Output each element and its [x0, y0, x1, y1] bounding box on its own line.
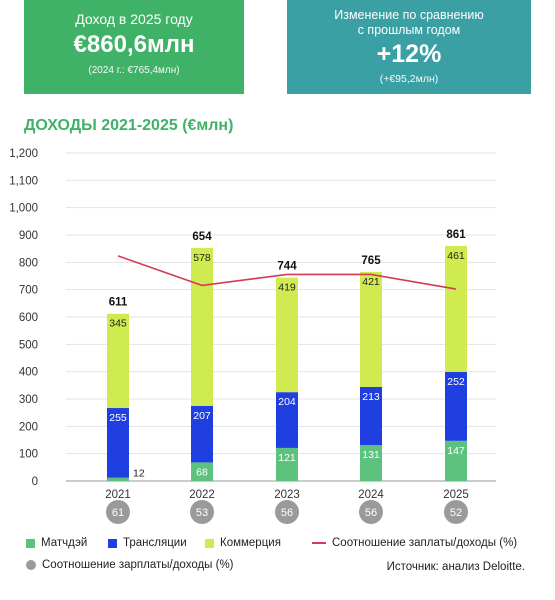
revenue-card-value: €860,6млн — [73, 31, 195, 58]
y-tick-label: 300 — [19, 394, 38, 406]
x-tick-label: 2021 — [105, 489, 131, 501]
y-tick-label: 400 — [19, 367, 38, 379]
y-tick-label: 600 — [19, 312, 38, 324]
bar-value-label: 147 — [447, 445, 465, 457]
ratio-circle-label: 53 — [196, 507, 208, 519]
change-card-value: +12% — [376, 40, 442, 68]
revenue-2025-card: Доход в 2025 году €860,6млн (2024 г.: €7… — [24, 0, 244, 94]
ratio-circle-label: 56 — [365, 507, 377, 519]
bar-matchday — [107, 477, 129, 481]
revenue-chart: 0 100 200 300 400 500 600 700 800 900 1,000 1,100 1,… — [9, 148, 496, 524]
bar-value-label: 461 — [447, 250, 465, 262]
bar-commercial — [360, 271, 382, 387]
bar-commercial — [191, 247, 213, 406]
y-tick-label: 200 — [19, 421, 38, 433]
bar-value-label: 252 — [447, 376, 465, 388]
bar-matchday — [276, 447, 298, 481]
y-tick-label: 900 — [19, 230, 38, 242]
bar-total-label: 765 — [361, 255, 381, 267]
x-tick-label: 2023 — [274, 489, 300, 501]
y-tick-label: 700 — [19, 285, 38, 297]
x-tick-label: 2025 — [443, 489, 469, 501]
y-tick-label: 0 — [32, 476, 38, 488]
bar-value-label: 207 — [193, 410, 211, 422]
legend-broadcast: Трансляции — [108, 537, 187, 549]
change-card-title-line2: с прошлым годом — [357, 23, 461, 37]
bar-broadcast — [445, 371, 467, 441]
y-tick-label: 1,200 — [9, 148, 38, 160]
legend-swatch-broadcast — [108, 538, 117, 548]
bar-commercial — [445, 245, 467, 372]
x-tick-label: 2022 — [189, 489, 215, 501]
bar-matchday — [445, 440, 467, 481]
bar-total-label: 611 — [109, 297, 128, 309]
ratio-line — [117, 255, 457, 290]
bar-broadcast — [191, 405, 213, 463]
bar-value-label: 255 — [109, 412, 127, 424]
change-card: Изменение по сравнению с прошлым годом +… — [287, 0, 531, 94]
legend-swatch-commercial — [205, 538, 214, 548]
bar-broadcast — [276, 392, 298, 448]
legend-label-commercial: Коммерция — [220, 537, 281, 549]
change-card-note: (+€95,2млн) — [379, 73, 439, 85]
ratio-circle-label: 61 — [112, 507, 124, 519]
bar-value-label: 12 — [133, 468, 145, 480]
bar-value-label: 419 — [278, 282, 296, 294]
bar-commercial — [276, 277, 298, 393]
x-tick-label: 2024 — [358, 489, 384, 501]
legend-ratio-dot: Соотношение зарплаты/доходы (%) — [26, 559, 234, 571]
revenue-card-note: (2024 г.: €765,4млн) — [88, 65, 180, 76]
chart-title: ДОХОДЫ 2021-2025 (€млн) — [24, 117, 234, 134]
legend-ratio-line: Соотношение заплаты/доходы (%) — [312, 537, 517, 549]
ratio-circle — [190, 500, 214, 524]
legend-line-ratio — [312, 542, 326, 544]
change-card-title-line1: Изменение по сравнению — [334, 8, 484, 22]
bar-value-label: 421 — [362, 276, 380, 288]
bar-broadcast — [107, 408, 129, 478]
y-tick-label: 800 — [19, 257, 38, 269]
legend-label-broadcast: Трансляции — [123, 537, 187, 549]
bar-matchday — [191, 462, 213, 481]
y-tick-label: 1,100 — [9, 175, 38, 187]
y-tick-label: 1,000 — [9, 203, 38, 215]
y-tick-label: 100 — [19, 449, 38, 461]
bar-value-label: 578 — [193, 252, 211, 264]
legend-label-ratio-dot: Соотношение зарплаты/доходы (%) — [42, 559, 234, 571]
revenue-card-title: Доход в 2025 году — [75, 11, 193, 27]
bar-value-label: 131 — [362, 449, 380, 461]
legend-label-ratio-line: Соотношение заплаты/доходы (%) — [332, 537, 518, 549]
bar-broadcast — [360, 386, 382, 446]
bar-value-label: 121 — [278, 452, 296, 464]
y-tick-label: 500 — [19, 339, 38, 351]
legend-matchday: Матчдэй — [26, 537, 87, 549]
ratio-circle-label: 52 — [450, 507, 462, 519]
change-card-title: Изменение по сравнению с прошлым годом — [287, 8, 531, 38]
legend-label-matchday: Матчдэй — [41, 537, 88, 549]
source-note: Источник: анализ Deloitte. — [386, 561, 525, 573]
ratio-circle-label: 56 — [281, 507, 293, 519]
bar-total-label: 744 — [277, 261, 297, 273]
bar-value-label: 68 — [196, 466, 208, 478]
ratio-circle — [275, 500, 299, 524]
legend-dot-ratio — [26, 560, 36, 570]
ratio-circle — [359, 500, 383, 524]
bar-value-label: 345 — [109, 318, 127, 330]
bar-value-label: 204 — [278, 396, 296, 408]
bar-value-label: 213 — [362, 391, 380, 403]
ratio-circle — [106, 500, 130, 524]
bar-commercial — [107, 313, 129, 409]
legend-commercial: Коммерция — [205, 537, 281, 549]
bar-matchday — [360, 445, 382, 481]
legend-swatch-matchday — [26, 538, 35, 548]
ratio-circle — [444, 500, 468, 524]
bar-total-label: 861 — [446, 229, 466, 241]
bar-total-label: 654 — [192, 231, 212, 243]
